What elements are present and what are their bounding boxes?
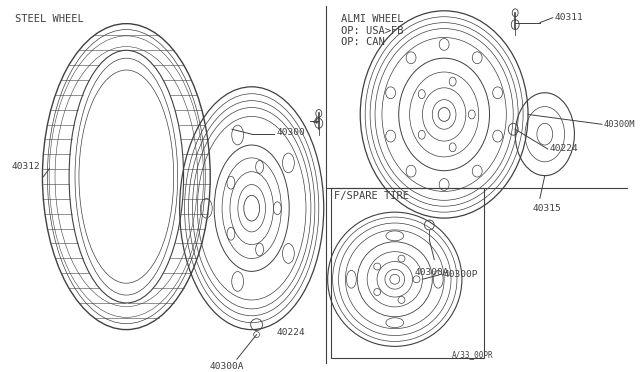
- Text: 40311: 40311: [555, 13, 584, 22]
- Text: ALMI WHEEL: ALMI WHEEL: [340, 14, 403, 24]
- Text: 40224: 40224: [550, 144, 579, 154]
- Text: 40315: 40315: [533, 204, 562, 213]
- Text: 40312: 40312: [12, 162, 40, 171]
- Text: 40224: 40224: [276, 328, 305, 337]
- Text: STEEL WHEEL: STEEL WHEEL: [15, 14, 84, 24]
- Text: F/SPARE TIRE: F/SPARE TIRE: [333, 191, 408, 201]
- Text: 4: 4: [313, 117, 319, 126]
- Text: 40300P: 40300P: [443, 270, 477, 279]
- Text: A/33_00PR: A/33_00PR: [452, 350, 493, 359]
- Text: 40300: 40300: [276, 128, 305, 137]
- Text: OP: CAN: OP: CAN: [340, 38, 384, 47]
- Text: OP: USA>FB: OP: USA>FB: [340, 26, 403, 36]
- Text: 40300A: 40300A: [209, 362, 244, 371]
- Text: 40300A: 40300A: [415, 268, 449, 277]
- Bar: [331, 189, 484, 358]
- Text: 40300M: 40300M: [604, 120, 636, 129]
